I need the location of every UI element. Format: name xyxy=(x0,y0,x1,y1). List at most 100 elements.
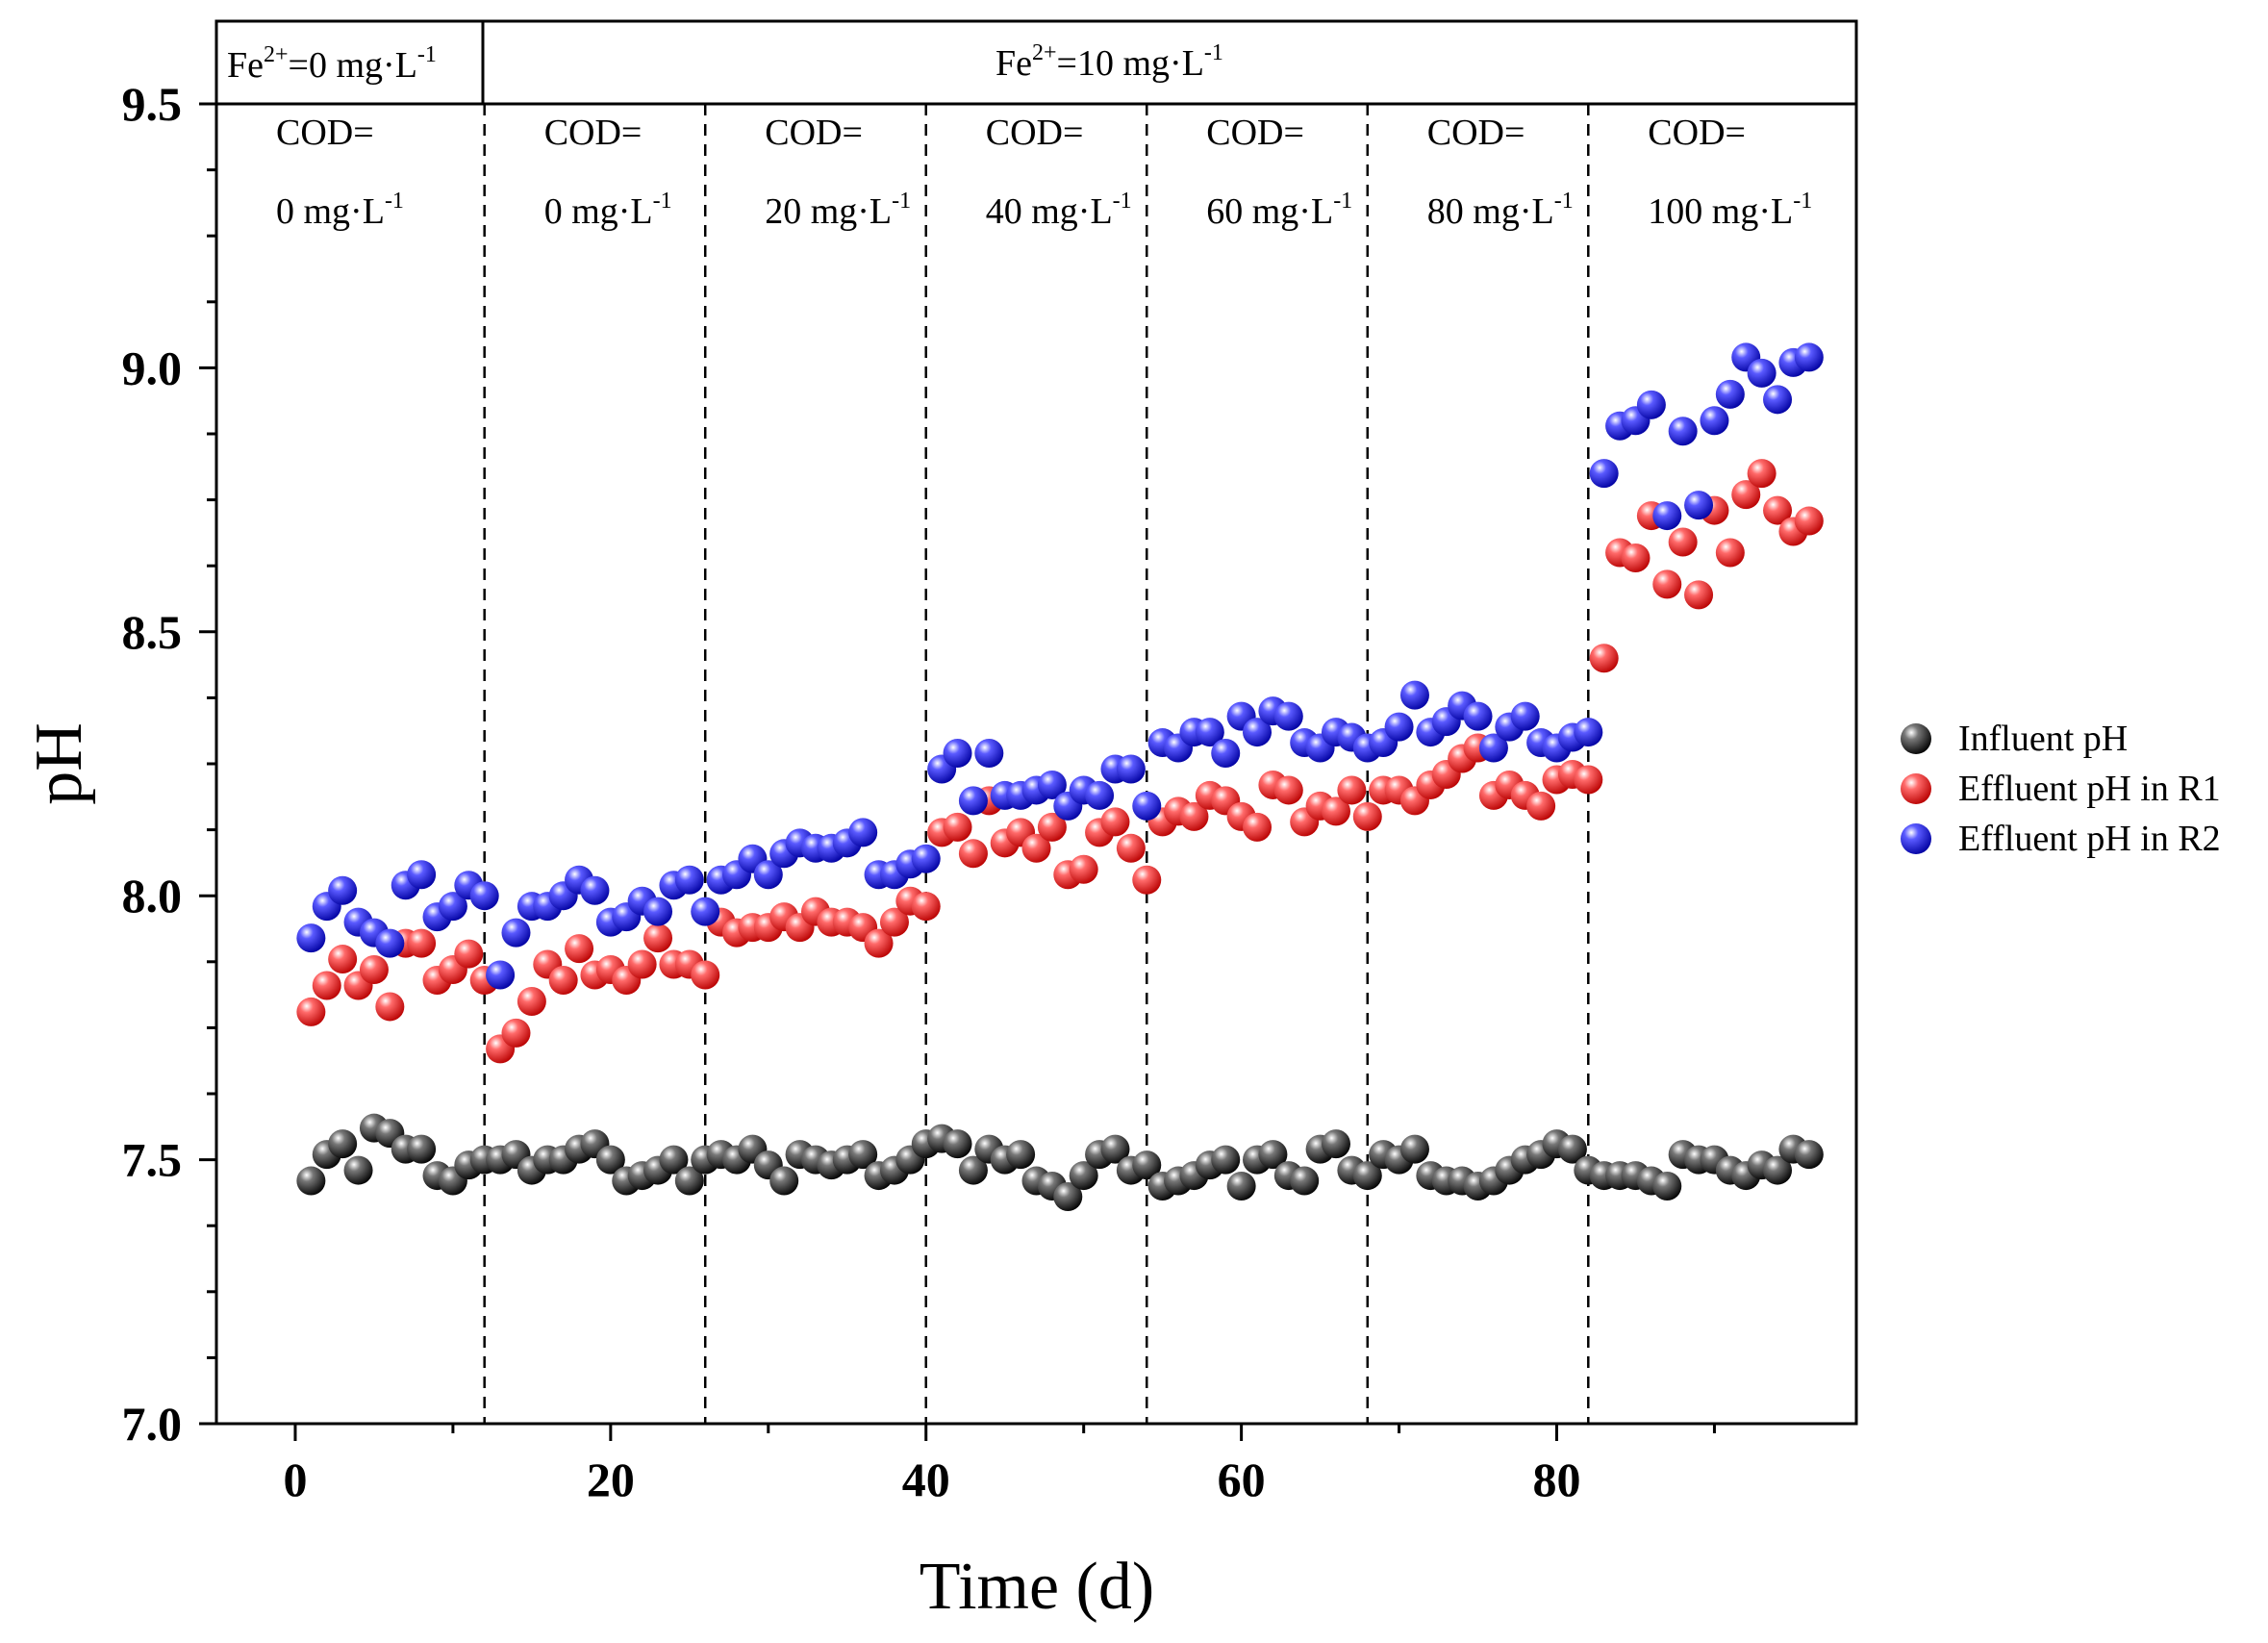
point-effluent-ph-in-r1 xyxy=(1526,791,1556,821)
stage-7-line1: COD= xyxy=(1648,113,1746,153)
point-effluent-ph-in-r2 xyxy=(469,881,499,911)
point-effluent-ph-in-r1 xyxy=(1731,480,1761,510)
series-2 xyxy=(296,459,1824,1064)
point-effluent-ph-in-r2 xyxy=(1463,701,1493,731)
point-effluent-ph-in-r1 xyxy=(1794,506,1824,536)
point-influent-ph xyxy=(1132,1150,1162,1180)
point-effluent-ph-in-r2 xyxy=(1700,406,1729,436)
point-effluent-ph-in-r1 xyxy=(1116,833,1146,863)
point-effluent-ph-in-r2 xyxy=(1399,680,1429,710)
point-effluent-ph-in-r1 xyxy=(1684,580,1714,610)
point-effluent-ph-in-r1 xyxy=(296,997,326,1026)
point-effluent-ph-in-r2 xyxy=(943,739,972,769)
point-influent-ph xyxy=(1290,1166,1320,1196)
point-effluent-ph-in-r1 xyxy=(864,928,894,958)
point-effluent-ph-in-r1 xyxy=(517,986,546,1016)
point-effluent-ph-in-r2 xyxy=(407,860,437,890)
phase1-label: Fe2+=0 mg·L-1 xyxy=(227,42,437,86)
stage-6-line2: 80 mg·L-1 xyxy=(1427,189,1574,232)
point-effluent-ph-in-r1 xyxy=(1715,538,1745,568)
point-effluent-ph-in-r2 xyxy=(1132,791,1162,821)
x-axis-title: Time (d) xyxy=(920,1550,1154,1624)
point-effluent-ph-in-r1 xyxy=(1574,765,1603,795)
point-effluent-ph-in-r2 xyxy=(911,844,941,873)
point-effluent-ph-in-r1 xyxy=(1021,833,1051,863)
point-effluent-ph-in-r2 xyxy=(1763,385,1793,415)
point-influent-ph xyxy=(296,1166,326,1196)
point-influent-ph xyxy=(769,1166,799,1196)
data-points xyxy=(296,342,1824,1212)
point-effluent-ph-in-r1 xyxy=(501,1018,531,1048)
point-influent-ph xyxy=(1557,1134,1587,1164)
legend-marker-3 xyxy=(1901,823,1931,854)
point-effluent-ph-in-r2 xyxy=(486,960,516,990)
point-effluent-ph-in-r2 xyxy=(643,897,673,926)
point-influent-ph xyxy=(1226,1172,1256,1201)
point-effluent-ph-in-r2 xyxy=(674,865,704,895)
point-effluent-ph-in-r1 xyxy=(359,955,389,985)
point-influent-ph xyxy=(848,1140,878,1170)
stage-1-line2: 0 mg·L-1 xyxy=(276,189,404,232)
stage-4-line1: COD= xyxy=(986,113,1084,153)
point-effluent-ph-in-r1 xyxy=(1652,569,1682,599)
point-effluent-ph-in-r2 xyxy=(1715,379,1745,409)
point-effluent-ph-in-r1 xyxy=(328,945,358,974)
point-effluent-ph-in-r1 xyxy=(1337,775,1367,805)
point-influent-ph xyxy=(1006,1140,1036,1170)
y-tick-label: 8.0 xyxy=(122,869,183,923)
legend-label-3: Effluent pH in R2 xyxy=(1958,819,2221,859)
point-effluent-ph-in-r1 xyxy=(1621,543,1651,572)
point-effluent-ph-in-r2 xyxy=(1510,701,1540,731)
point-influent-ph xyxy=(595,1145,625,1175)
legend-label-1: Influent pH xyxy=(1958,719,2128,759)
legend-label-2: Effluent pH in R1 xyxy=(1958,769,2221,809)
point-effluent-ph-in-r2 xyxy=(1037,770,1067,799)
stage-3-line2: 20 mg·L-1 xyxy=(765,189,911,232)
point-effluent-ph-in-r1 xyxy=(548,966,578,996)
phase2-label: Fe2+=10 mg·L-1 xyxy=(995,40,1223,84)
point-effluent-ph-in-r1 xyxy=(911,892,941,922)
point-effluent-ph-in-r2 xyxy=(753,860,783,890)
point-influent-ph xyxy=(1258,1140,1288,1170)
point-effluent-ph-in-r2 xyxy=(1195,718,1224,747)
stage-6-line1: COD= xyxy=(1427,113,1525,153)
point-influent-ph xyxy=(1069,1161,1098,1191)
point-effluent-ph-in-r2 xyxy=(1589,459,1619,489)
point-influent-ph xyxy=(659,1145,689,1175)
point-effluent-ph-in-r1 xyxy=(565,934,594,964)
point-effluent-ph-in-r1 xyxy=(691,960,720,990)
point-effluent-ph-in-r2 xyxy=(1636,390,1666,419)
point-influent-ph xyxy=(1321,1129,1350,1159)
series-3 xyxy=(296,342,1824,990)
point-influent-ph xyxy=(1763,1155,1793,1185)
point-effluent-ph-in-r2 xyxy=(1384,712,1414,742)
series-1 xyxy=(296,1113,1824,1212)
point-effluent-ph-in-r1 xyxy=(375,992,405,1022)
point-effluent-ph-in-r1 xyxy=(1273,775,1303,805)
point-effluent-ph-in-r1 xyxy=(943,812,972,842)
stage-7-line2: 100 mg·L-1 xyxy=(1648,189,1812,232)
stage-1-line1: COD= xyxy=(276,113,374,153)
point-effluent-ph-in-r1 xyxy=(1763,495,1793,525)
point-effluent-ph-in-r2 xyxy=(438,892,467,922)
y-tick-label: 7.0 xyxy=(122,1397,183,1451)
point-effluent-ph-in-r1 xyxy=(1321,796,1350,826)
point-effluent-ph-in-r2 xyxy=(974,739,1004,769)
point-effluent-ph-in-r2 xyxy=(501,918,531,948)
point-effluent-ph-in-r2 xyxy=(580,875,610,905)
point-effluent-ph-in-r1 xyxy=(643,923,673,953)
point-effluent-ph-in-r2 xyxy=(1668,417,1698,446)
point-influent-ph xyxy=(1652,1172,1682,1201)
legend-marker-1 xyxy=(1901,723,1931,754)
point-influent-ph xyxy=(1352,1161,1382,1191)
stage-5-line2: 60 mg·L-1 xyxy=(1206,189,1352,232)
x-tick-label: 0 xyxy=(283,1453,307,1506)
x-tick-label: 40 xyxy=(902,1453,950,1506)
point-influent-ph xyxy=(343,1155,373,1185)
stage-3-line1: COD= xyxy=(765,113,863,153)
point-influent-ph xyxy=(1053,1182,1083,1212)
point-effluent-ph-in-r2 xyxy=(1211,739,1241,769)
plot-frame xyxy=(214,102,1858,1426)
y-tick-label: 9.0 xyxy=(122,341,183,394)
point-effluent-ph-in-r1 xyxy=(312,971,341,1000)
